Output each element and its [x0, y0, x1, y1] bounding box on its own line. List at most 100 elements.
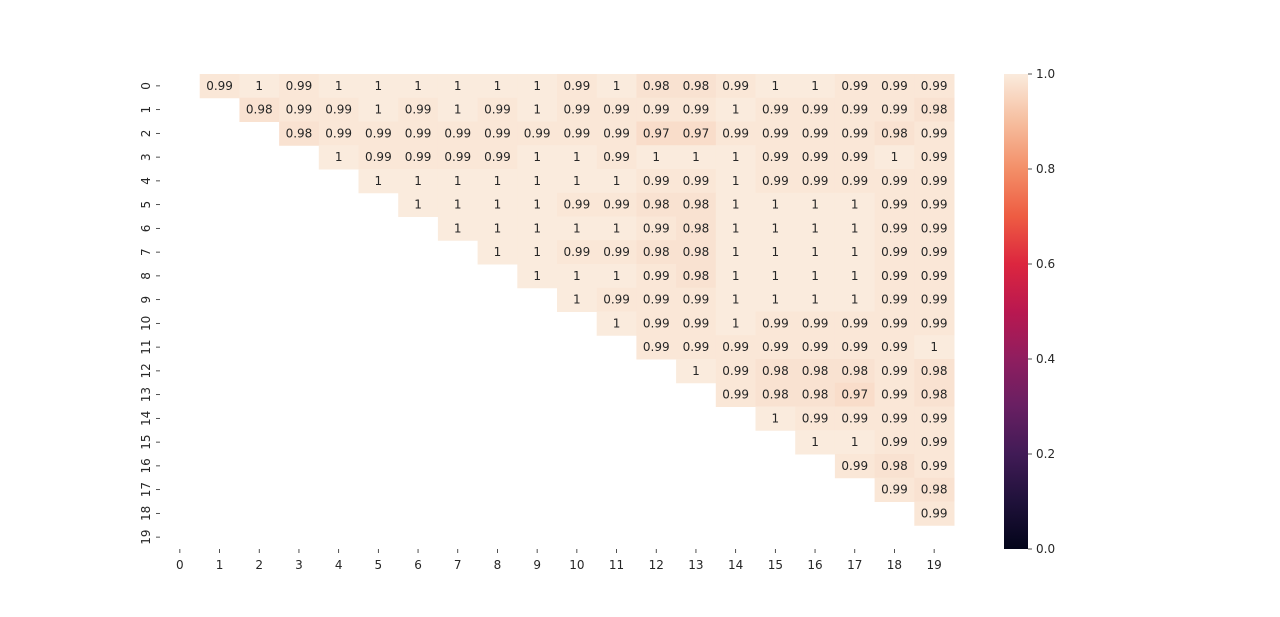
heatmap-cell-9-19 [914, 287, 955, 312]
y-tick-label-12: 12 [139, 363, 153, 378]
cell-annotation-3-13: 1 [692, 150, 700, 164]
heatmap-cell-10-13 [676, 311, 717, 336]
heatmap-cell-14-18 [874, 406, 915, 431]
colorbar-tick-label-0.0: 0.0 [1036, 542, 1055, 556]
cell-annotation-15-18: 0.99 [881, 435, 908, 449]
heatmap-cell-9-17 [834, 287, 876, 312]
heatmap-cell-5-16 [795, 192, 836, 217]
cell-annotation-17-18: 0.99 [881, 483, 908, 497]
heatmap-cell-4-11 [596, 169, 637, 194]
cell-annotation-3-4: 1 [335, 150, 343, 164]
cell-annotation-12-16: 0.98 [802, 364, 829, 378]
cell-annotation-6-16: 1 [811, 221, 819, 235]
heatmap-cell-5-10 [557, 192, 598, 217]
heatmap-cell-10-12 [636, 311, 677, 336]
colorbar-tick-label-0.4: 0.4 [1036, 352, 1055, 366]
heatmap-cell-1-19 [914, 97, 955, 122]
cell-annotation-8-13: 0.98 [683, 269, 710, 283]
cell-annotation-10-18: 0.99 [881, 316, 908, 330]
heatmap-cell-8-13 [676, 264, 717, 289]
heatmap-cell-1-14 [715, 97, 756, 122]
heatmap-cell-10-14 [715, 311, 756, 336]
cell-annotation-2-15: 0.99 [762, 126, 789, 140]
heatmap-cell-2-16 [795, 121, 836, 146]
cell-annotation-0-18: 0.99 [881, 79, 908, 93]
y-tick-label-19: 19 [139, 529, 153, 544]
cell-annotation-2-8: 0.99 [484, 126, 511, 140]
cell-annotation-6-14: 1 [732, 221, 740, 235]
heatmap-cell-8-10 [557, 264, 598, 289]
heatmap-cell-10-11 [596, 311, 637, 336]
heatmap-cell-16-17 [834, 454, 876, 479]
heatmap-cell-5-12 [636, 192, 677, 217]
heatmap-cell-0-3 [279, 74, 320, 99]
heatmap-cell-1-12 [636, 97, 677, 122]
x-tick-label-8: 8 [494, 558, 502, 572]
x-tick-label-4: 4 [335, 558, 343, 572]
cell-annotation-4-9: 1 [533, 174, 541, 188]
cell-annotation-4-6: 1 [414, 174, 422, 188]
heatmap-cell-8-9 [517, 264, 558, 289]
cell-annotation-1-4: 0.99 [325, 103, 352, 117]
cell-annotation-9-14: 1 [732, 293, 740, 307]
heatmap-cell-14-17 [834, 406, 876, 431]
heatmap-cell-4-9 [517, 169, 558, 194]
heatmap-cell-6-15 [755, 216, 796, 241]
cell-annotation-2-5: 0.99 [365, 126, 392, 140]
heatmap-cell-1-4 [318, 97, 359, 122]
heatmap-cell-3-11 [596, 145, 637, 170]
heatmap-cell-14-16 [795, 406, 836, 431]
heatmap-cell-17-19 [914, 477, 955, 502]
heatmap-cell-4-19 [914, 169, 955, 194]
heatmap-cell-6-9 [517, 216, 558, 241]
cell-annotation-2-6: 0.99 [405, 126, 432, 140]
cell-annotation-2-9: 0.99 [524, 126, 551, 140]
x-tick-label-2: 2 [255, 558, 263, 572]
heatmap-cell-9-15 [755, 287, 796, 312]
cell-annotation-8-16: 1 [811, 269, 819, 283]
heatmap-cell-1-6 [398, 97, 439, 122]
cell-annotation-9-16: 1 [811, 293, 819, 307]
cell-annotation-0-2: 1 [255, 79, 263, 93]
cell-annotation-10-12: 0.99 [643, 316, 670, 330]
heatmap-cell-3-13 [676, 145, 717, 170]
heatmap-cell-6-14 [715, 216, 756, 241]
heatmap-cell-13-19 [914, 382, 955, 407]
cell-annotation-0-5: 1 [375, 79, 383, 93]
cell-annotation-6-7: 1 [454, 221, 462, 235]
cell-annotation-3-15: 0.99 [762, 150, 789, 164]
cell-annotation-4-7: 1 [454, 174, 462, 188]
cell-annotation-5-9: 1 [533, 198, 541, 212]
heatmap-cell-0-1 [199, 74, 240, 99]
heatmap-cell-10-16 [795, 311, 836, 336]
y-tick-label-2: 2 [139, 130, 153, 138]
x-axis: 0 1 2 3 4 5 6 7 8 9 10 11 12 13 14 15 16 17 18 19 [176, 549, 942, 572]
heatmap-cell-0-15 [755, 74, 796, 99]
cell-annotation-1-13: 0.99 [683, 103, 710, 117]
heatmap-cell-7-17 [834, 240, 876, 265]
heatmap-cell-1-10 [557, 97, 598, 122]
heatmap-cell-7-14 [715, 240, 756, 265]
heatmap-cell-4-10 [557, 169, 598, 194]
heatmap-cell-2-15 [755, 121, 796, 146]
cell-annotation-8-10: 1 [573, 269, 581, 283]
cell-annotation-9-17: 1 [851, 293, 859, 307]
heatmap-cell-6-10 [557, 216, 598, 241]
y-tick-label-11: 11 [139, 339, 153, 354]
y-tick-label-8: 8 [139, 272, 153, 280]
heatmap-cell-2-11 [596, 121, 637, 146]
x-tick-label-16: 16 [807, 558, 822, 572]
cell-annotation-1-11: 0.99 [603, 103, 630, 117]
heatmap-cell-1-15 [755, 97, 796, 122]
heatmap-cell-16-19 [914, 454, 955, 479]
heatmap-cell-6-17 [834, 216, 876, 241]
cell-annotation-1-19: 0.98 [921, 103, 948, 117]
x-tick-label-6: 6 [414, 558, 422, 572]
heatmap-cell-5-8 [477, 192, 518, 217]
cell-annotation-11-15: 0.99 [762, 340, 789, 354]
heatmap-cell-3-12 [636, 145, 677, 170]
cell-annotation-0-17: 0.99 [841, 79, 868, 93]
heatmap-cell-11-18 [874, 335, 915, 360]
cell-annotation-4-13: 0.99 [683, 174, 710, 188]
heatmap-cell-11-12 [636, 335, 677, 360]
